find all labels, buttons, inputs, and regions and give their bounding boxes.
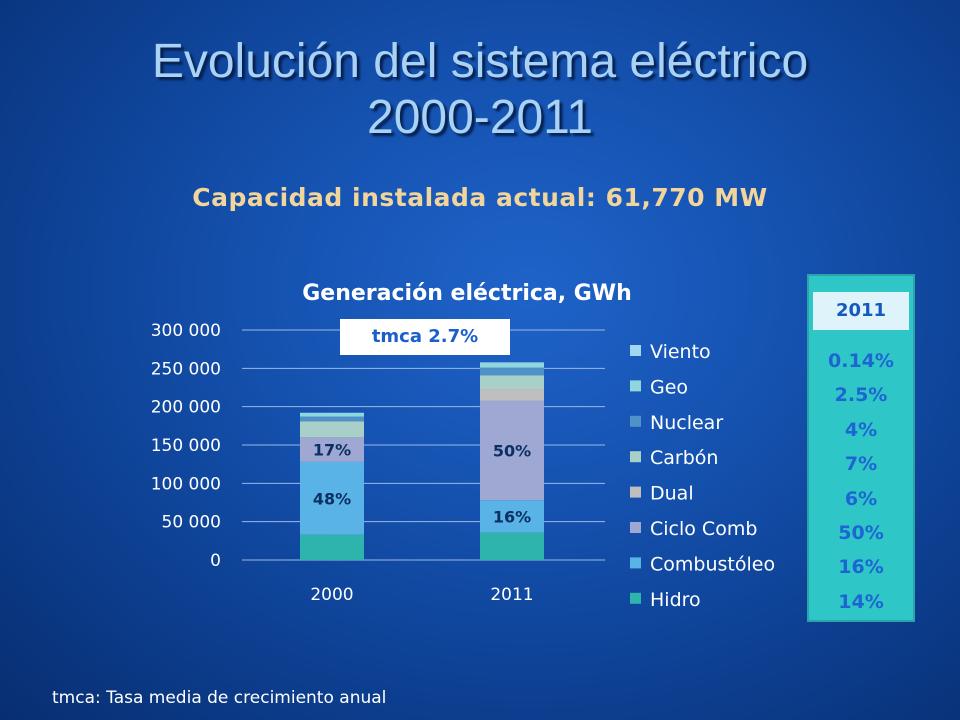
share-combustoleo: 16% — [838, 556, 884, 579]
legend-label: Carbón — [650, 447, 718, 469]
legend-label: Combustóleo — [650, 553, 775, 575]
slide-title: Evolución del sistema eléctrico 2000-201… — [0, 34, 960, 146]
legend-label: Hidro — [650, 589, 701, 611]
y-tick-label: 300 000 — [151, 321, 221, 341]
bar-segment — [480, 375, 544, 390]
bar-segment — [480, 389, 544, 401]
y-tick-label: 150 000 — [151, 436, 221, 456]
x-tick-label: 2000 — [310, 585, 353, 605]
legend-label: Nuclear — [650, 412, 723, 434]
bar-segment — [480, 532, 544, 560]
bar-segment — [480, 367, 544, 376]
data-labels: 17% 48% 50% 16% — [313, 441, 531, 527]
chart-title: Generación eléctrica, GWh — [302, 281, 632, 306]
legend-swatch — [630, 592, 641, 604]
legend-swatch — [630, 557, 641, 569]
bar-data-label: 16% — [493, 507, 531, 526]
share-viento: 0.14% — [828, 350, 894, 372]
bar-segment — [480, 400, 544, 501]
installed-capacity-subtitle: Capacidad instalada actual: 61,770 MW — [192, 183, 768, 212]
legend-swatch — [630, 486, 641, 498]
legend-swatch — [630, 345, 641, 356]
bar-segment — [480, 362, 544, 368]
bar-segment — [300, 412, 364, 417]
bar-data-label: 48% — [313, 489, 351, 508]
bars — [300, 362, 544, 560]
y-tick-label: 50 000 — [162, 513, 221, 533]
bar-segment — [300, 421, 364, 438]
legend-label: Dual — [650, 483, 694, 505]
share-2011-panel: 2011 0.14% 2.5% 4% 7% 6% 50% 16% 14% — [807, 274, 915, 622]
tmca-footnote: tmca: Tasa media de crecimiento anual — [52, 688, 387, 708]
gridlines — [242, 329, 605, 561]
x-axis-ticks: 2000 2011 — [310, 585, 533, 605]
tmca-callout: tmca 2.7% — [340, 319, 510, 355]
y-axis-ticks: 0 50 000 100 000 150 000 200 000 250 000 300 0… — [151, 321, 221, 571]
y-tick-label: 100 000 — [151, 474, 221, 494]
y-tick-label: 250 000 — [151, 359, 221, 379]
bar-segment — [300, 461, 364, 535]
share-ciclo-comb: 50% — [838, 521, 884, 544]
bar-data-label: 17% — [313, 441, 351, 460]
bar-segment — [300, 534, 364, 560]
legend-label: Geo — [650, 376, 688, 398]
bar-segment — [480, 500, 544, 533]
x-tick-label: 2011 — [490, 585, 533, 605]
legend-label: Viento — [650, 341, 711, 363]
share-panel-year: 2011 — [813, 292, 909, 330]
legend-label: Ciclo Comb — [650, 518, 757, 540]
legend-swatch — [630, 415, 641, 427]
share-hidro: 14% — [838, 590, 884, 613]
bar-data-label: 50% — [493, 441, 531, 460]
legend: Viento Geo Nuclear Carbón Dual Ciclo Comb Comb… — [630, 341, 775, 611]
slide-title-line2: 2000-2011 — [367, 91, 593, 144]
legend-swatch — [630, 380, 641, 392]
y-tick-label: 200 000 — [151, 398, 221, 418]
share-nuclear: 4% — [844, 418, 878, 441]
legend-swatch — [630, 522, 641, 533]
share-list: 0.14% 2.5% 4% 7% 6% 50% 16% 14% — [809, 344, 913, 619]
legend-swatch — [630, 451, 641, 463]
share-carbon: 7% — [844, 453, 878, 476]
bar-segment — [300, 416, 364, 422]
bar-segment — [300, 437, 364, 462]
slide-title-line1: Evolución del sistema eléctrico — [151, 35, 809, 88]
y-tick-label: 0 — [210, 551, 221, 571]
share-geo: 2.5% — [834, 384, 888, 407]
share-dual: 6% — [844, 487, 878, 510]
